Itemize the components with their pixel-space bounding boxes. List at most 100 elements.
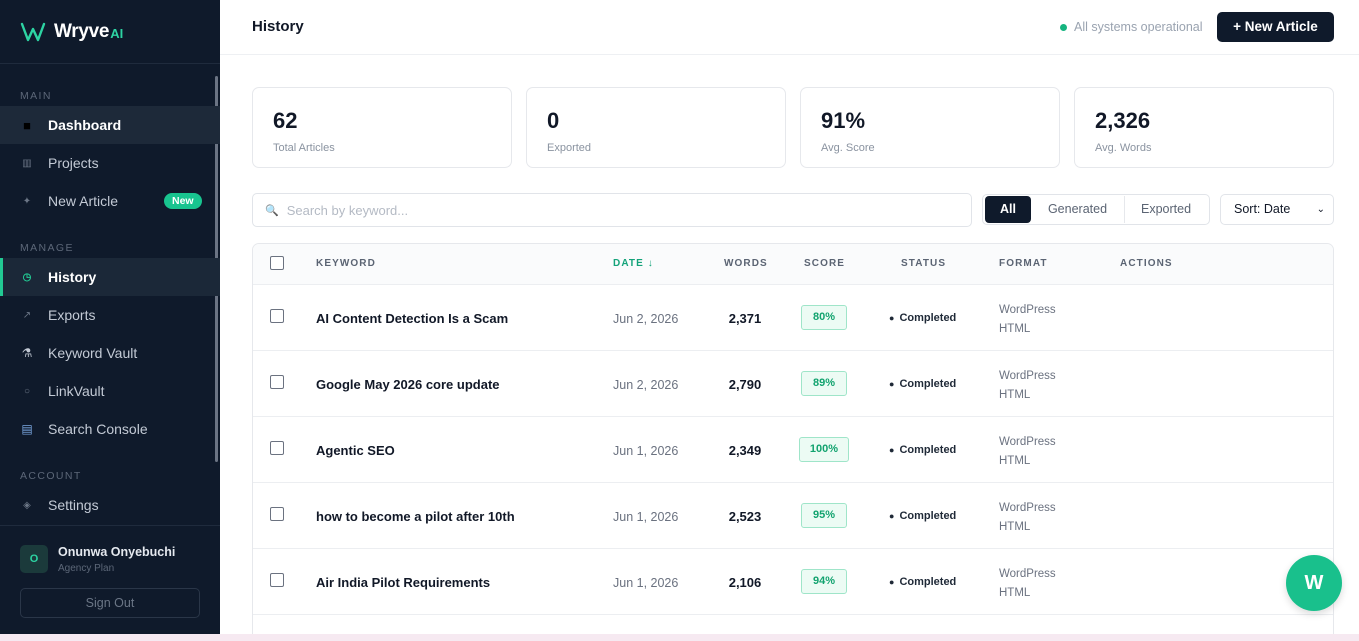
brand[interactable]: Wryve AI [0, 0, 220, 64]
header-status[interactable]: STATUS [901, 258, 947, 269]
sidebar-item-label: History [48, 269, 97, 285]
sort-label: Sort: Date [1234, 202, 1291, 216]
sidebar-item-history[interactable]: ◷ History [0, 258, 220, 296]
status-bullet-icon: ● [889, 577, 895, 587]
table-row[interactable]: AI Content Detection Is a Scam Jun 2, 20… [253, 285, 1333, 351]
row-keyword[interactable]: AI Content Detection Is a Scam [316, 311, 509, 326]
clock-icon: ◷ [22, 271, 32, 283]
status-bullet-icon: ● [889, 379, 895, 389]
row-score-badge: 94% [801, 569, 847, 594]
row-date: Jun 2, 2026 [613, 312, 679, 326]
sidebar-item-projects[interactable]: ▥ Projects [0, 144, 220, 182]
row-words: 2,106 [728, 575, 762, 590]
row-status: ● Completed [889, 312, 957, 324]
row-words: 2,523 [728, 509, 762, 524]
table-row[interactable]: Air India Pilot Requirements Jun 1, 2026… [253, 549, 1333, 615]
table-row[interactable]: Google May 2026 core update Jun 2, 2026 … [253, 351, 1333, 417]
sidebar-item-label: Dashboard [48, 117, 122, 133]
sidebar-item-label: Exports [48, 307, 96, 323]
stat-value: 2,326 [1095, 108, 1151, 133]
row-keyword[interactable]: Google May 2026 core update [316, 377, 500, 392]
sidebar-item-dashboard[interactable]: ■ Dashboard [0, 106, 220, 144]
arrow-icon: ↗ [22, 309, 32, 321]
sign-out-button[interactable]: Sign Out [20, 588, 200, 618]
row-checkbox[interactable] [270, 375, 284, 389]
sidebar-item-label: New Article [48, 193, 119, 209]
row-score-badge: 89% [801, 371, 847, 396]
table-row[interactable]: how to become a pilot after 10th Jun 1, … [253, 483, 1333, 549]
sidebar-item-label: Search Console [48, 421, 148, 437]
sidebar-item-search-console[interactable]: ▤ Search Console [0, 410, 220, 448]
new-badge: New [164, 193, 202, 209]
sidebar-item-exports[interactable]: ↗ Exports [0, 296, 220, 334]
header-keyword[interactable]: KEYWORD [316, 258, 376, 269]
status-bullet-icon: ● [889, 313, 895, 323]
row-checkbox[interactable] [270, 507, 284, 521]
stat-value: 62 [273, 108, 298, 133]
stat-value: 91% [821, 108, 866, 133]
system-status: All systems operational [1060, 20, 1203, 34]
sidebar-item-settings[interactable]: ◈ Settings [0, 486, 220, 524]
stat-label: Avg. Words [1095, 142, 1152, 154]
sidebar-item-label: Settings [48, 497, 99, 513]
search-input[interactable] [286, 202, 947, 218]
row-score-badge: 95% [801, 503, 847, 528]
sidebar-item-label: Projects [48, 155, 99, 171]
row-checkbox[interactable] [270, 573, 284, 587]
search-box: 🔍 [252, 193, 972, 227]
sidebar: Wryve AI MAIN ■ Dashboard ▥ Projects ✦ N… [0, 0, 220, 634]
row-keyword[interactable]: Agentic SEO [316, 443, 395, 458]
filter-generated[interactable]: Generated [1031, 196, 1125, 223]
status-text: All systems operational [1074, 20, 1203, 34]
row-checkbox[interactable] [270, 309, 284, 323]
user-area: O Onunwa Onyebuchi Agency Plan Sign Out [0, 525, 220, 634]
status-bullet-icon: ● [889, 511, 895, 521]
row-status: ● Completed [889, 378, 957, 390]
stat-value: 0 [547, 108, 560, 133]
stat-label: Avg. Score [821, 142, 875, 154]
sidebar-item-label: Keyword Vault [48, 345, 138, 361]
stat-card-total: 62 Total Articles [252, 87, 512, 168]
chat-launcher-button[interactable]: W [1286, 555, 1342, 611]
filter-all[interactable]: All [985, 196, 1031, 223]
filter-exported[interactable]: Exported [1140, 202, 1192, 216]
table-header: KEYWORD DATE ↓ WORDS SCORE STATUS FORMAT… [253, 244, 1333, 285]
status-bullet-icon: ● [889, 445, 895, 455]
chart-icon: ▤ [21, 422, 33, 436]
sidebar-item-linkvault[interactable]: ○ LinkVault [0, 372, 220, 410]
new-article-button[interactable]: + New Article [1217, 12, 1334, 42]
logo-icon [20, 22, 46, 41]
row-format: WordPress HTML [999, 304, 1056, 335]
select-all-checkbox[interactable] [270, 256, 284, 270]
status-dot-icon [1060, 23, 1067, 31]
row-words: 2,371 [728, 311, 762, 326]
header-score[interactable]: SCORE [804, 258, 846, 269]
topbar: History All systems operational + New Ar… [220, 0, 1359, 55]
user-plan: Agency Plan [58, 563, 115, 574]
stat-label: Exported [547, 142, 592, 154]
sparkle-icon: ✦ [22, 195, 32, 207]
sidebar-item-keyword-vault[interactable]: ⚗ Keyword Vault [0, 334, 220, 372]
brand-suffix: AI [110, 25, 124, 41]
row-score-badge: 100% [799, 437, 849, 462]
table-row[interactable]: Agentic SEO Jun 1, 2026 2,349 100% ● Comp… [253, 417, 1333, 483]
header-actions: ACTIONS [1120, 258, 1173, 269]
row-format: WordPress HTML [999, 370, 1056, 401]
row-date: Jun 2, 2026 [613, 378, 679, 392]
header-date[interactable]: DATE ↓ [613, 258, 654, 269]
stat-card-exported: 0 Exported [526, 87, 786, 168]
history-table: KEYWORD DATE ↓ WORDS SCORE STATUS FORMAT… [252, 243, 1334, 634]
sort-select[interactable]: Sort: Date ⌄ [1220, 194, 1334, 225]
row-date: Jun 1, 2026 [613, 510, 679, 524]
sidebar-item-new-article[interactable]: ✦ New Article New [0, 182, 220, 220]
row-status: ● Completed [889, 510, 957, 522]
row-keyword[interactable]: Air India Pilot Requirements [316, 575, 491, 590]
avatar[interactable]: O [20, 545, 48, 573]
grid-icon: ▥ [22, 157, 32, 169]
row-keyword[interactable]: how to become a pilot after 10th [316, 509, 515, 524]
row-checkbox[interactable] [270, 441, 284, 455]
header-words[interactable]: WORDS [724, 258, 768, 269]
sidebar-item-label: LinkVault [48, 383, 105, 399]
search-icon: 🔍 [265, 204, 279, 217]
filter-tabs: All Generated Exported [982, 194, 1210, 225]
